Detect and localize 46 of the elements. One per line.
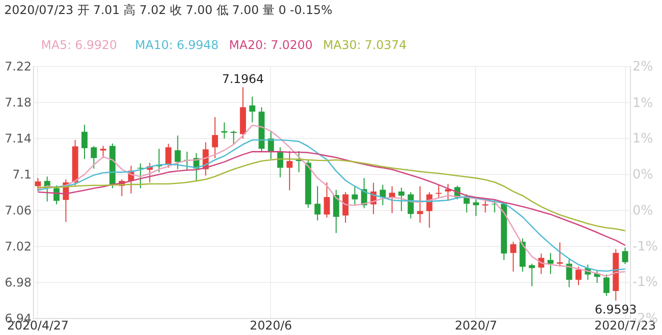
- y-tick-label: 7.18: [4, 96, 32, 110]
- annotation: 7.1964: [222, 72, 264, 86]
- chart-title: 2020/07/23 开 7.01 高 7.02 收 7.00 低 7.00 量 0 -0.15%: [4, 3, 332, 17]
- y-tick-label: 7.06: [4, 204, 32, 218]
- candlestick: [90, 146, 97, 170]
- candlestick: [464, 194, 470, 214]
- candlestick: [165, 143, 172, 168]
- y-tick-label: 7.1: [12, 168, 32, 182]
- candlestick: [528, 263, 535, 287]
- candlestick: [548, 252, 554, 274]
- y-tick-label: 7.02: [4, 240, 32, 254]
- candlestick: [333, 189, 340, 234]
- candlestick: [510, 241, 516, 272]
- candlestick: [268, 130, 274, 160]
- candlestick: [436, 184, 442, 198]
- candlestick: [622, 247, 628, 264]
- text: MA30: 7.0374: [323, 38, 407, 52]
- candlestick: [380, 184, 386, 206]
- candlestick: [352, 186, 358, 206]
- x-tick-label: 2020/7: [454, 318, 498, 332]
- text: MA10: 6.9948: [135, 38, 219, 52]
- candlestick: [221, 122, 228, 140]
- candlestick: [575, 266, 582, 286]
- candlestick: [286, 150, 293, 191]
- candlestick: [212, 116, 218, 159]
- candlestick: [408, 192, 414, 219]
- annotation: 6.9593: [594, 302, 637, 317]
- candlestick: [398, 187, 404, 212]
- text: MA20: 7.0200: [229, 38, 313, 52]
- x-tick-label: 2020/6: [250, 318, 292, 332]
- candlestick: [34, 178, 41, 192]
- candlestick: [603, 274, 610, 296]
- y-tick-label: 6.98: [4, 276, 32, 290]
- candlestick: [342, 192, 349, 224]
- candlestick: [314, 186, 321, 221]
- candlestick: [249, 96, 256, 123]
- candlestick: [174, 135, 181, 170]
- y-tick-label: 7.14: [4, 132, 32, 146]
- candlestick: [277, 146, 284, 178]
- candlestick: [417, 186, 424, 224]
- candlestick: [81, 124, 88, 160]
- y-tick-label: 7.22: [4, 60, 32, 74]
- candlestick: [566, 258, 572, 288]
- text: MA5: 6.9920: [41, 38, 118, 52]
- candlestick: [54, 184, 60, 205]
- candlestick: [324, 182, 330, 218]
